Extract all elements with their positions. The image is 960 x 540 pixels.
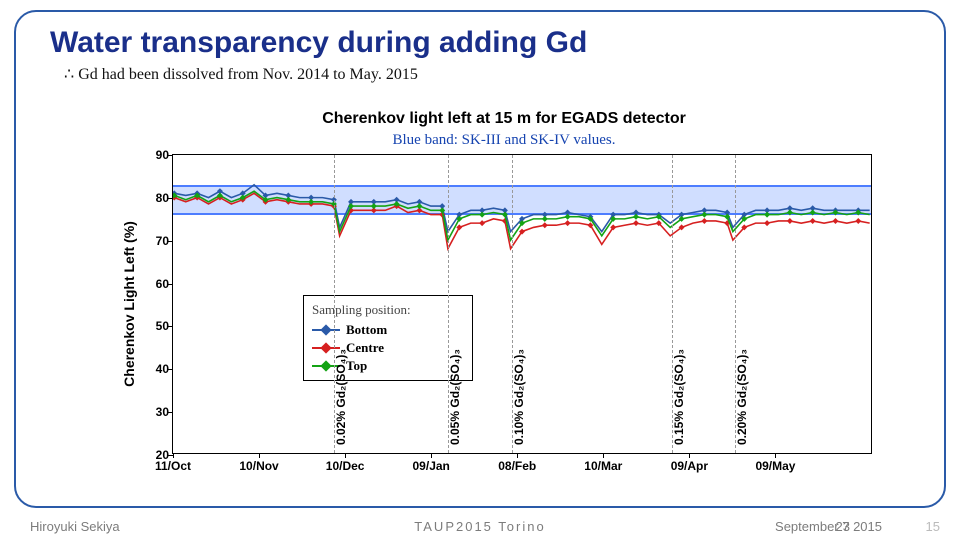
x-tick: 09/Apr bbox=[671, 459, 708, 473]
gd-marker-label: 0.02% Gd₂(SO₄)₃ bbox=[334, 349, 348, 445]
x-tick: 09/Jan bbox=[413, 459, 450, 473]
page-title: Water transparency during adding Gd bbox=[16, 12, 944, 60]
legend-swatch-icon bbox=[312, 324, 340, 336]
y-tick: 60 bbox=[141, 277, 169, 291]
x-tick: 08/Feb bbox=[498, 459, 536, 473]
y-axis-label: Cherenkov Light Left (%) bbox=[119, 155, 139, 453]
gd-marker-label: 0.20% Gd₂(SO₄)₃ bbox=[735, 349, 749, 445]
gd-marker-label: 0.10% Gd₂(SO₄)₃ bbox=[512, 349, 526, 445]
legend-item-bottom: Bottom bbox=[312, 322, 464, 338]
chart-subtitle: Blue band: SK-III and SK-IV values. bbox=[112, 132, 896, 149]
legend-label: Bottom bbox=[346, 322, 387, 338]
x-tick: 10/Dec bbox=[326, 459, 365, 473]
bullet-symbol: ∴ bbox=[64, 66, 74, 83]
x-tick: 10/Mar bbox=[584, 459, 622, 473]
gd-marker-label: 0.05% Gd₂(SO₄)₃ bbox=[448, 349, 462, 445]
x-tick: 10/Nov bbox=[239, 459, 278, 473]
y-tick: 70 bbox=[141, 234, 169, 248]
blue-band bbox=[173, 185, 871, 215]
slide: Water transparency during adding Gd ∴ Gd… bbox=[14, 10, 946, 508]
bullet: ∴ Gd had been dissolved from Nov. 2014 t… bbox=[16, 60, 944, 84]
y-tick: 40 bbox=[141, 362, 169, 376]
y-tick: 90 bbox=[141, 148, 169, 162]
footer-right: September 7 2015 bbox=[775, 519, 882, 534]
chart-title: Cherenkov light left at 15 m for EGADS d… bbox=[112, 110, 896, 128]
legend-label: Top bbox=[346, 358, 367, 374]
footer-left: Hiroyuki Sekiya bbox=[30, 519, 120, 534]
page-number: 15 bbox=[926, 519, 940, 534]
overlap-number: 23 bbox=[836, 519, 850, 534]
legend-label: Centre bbox=[346, 340, 384, 356]
legend-title: Sampling position: bbox=[312, 302, 464, 318]
x-tick: 11/Oct bbox=[155, 459, 191, 473]
footer-center: TAUP2015 Torino bbox=[414, 519, 545, 534]
y-tick: 50 bbox=[141, 319, 169, 333]
y-tick: 80 bbox=[141, 191, 169, 205]
x-tick: 09/May bbox=[755, 459, 795, 473]
plot-area: Cherenkov Light Left (%) Sampling positi… bbox=[172, 154, 872, 454]
gd-marker-label: 0.15% Gd₂(SO₄)₃ bbox=[672, 349, 686, 445]
bullet-text: Gd had been dissolved from Nov. 2014 to … bbox=[78, 66, 418, 83]
y-tick: 30 bbox=[141, 405, 169, 419]
chart: Cherenkov light left at 15 m for EGADS d… bbox=[112, 110, 896, 490]
